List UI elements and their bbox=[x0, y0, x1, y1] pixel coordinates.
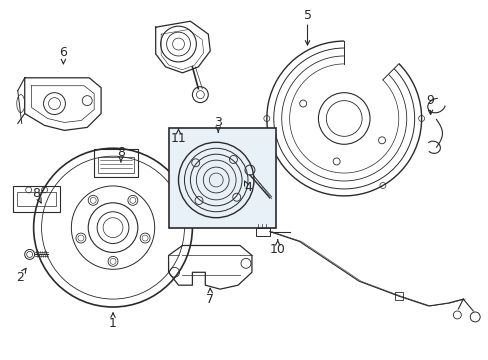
Text: 8: 8 bbox=[117, 146, 125, 159]
Text: 9: 9 bbox=[426, 94, 434, 107]
Bar bbox=[168, 129, 275, 228]
Text: 1: 1 bbox=[109, 318, 117, 330]
Text: 2: 2 bbox=[16, 271, 23, 284]
Text: 8: 8 bbox=[33, 188, 41, 201]
Bar bbox=[13, 186, 61, 212]
Text: 11: 11 bbox=[170, 132, 186, 145]
Text: 7: 7 bbox=[206, 293, 214, 306]
Bar bbox=[98, 157, 134, 173]
Bar bbox=[17, 192, 56, 206]
Text: 4: 4 bbox=[244, 181, 251, 194]
Text: 3: 3 bbox=[214, 116, 222, 129]
Text: 10: 10 bbox=[269, 243, 285, 256]
Bar bbox=[255, 228, 269, 235]
Text: 5: 5 bbox=[303, 9, 311, 22]
Text: 6: 6 bbox=[60, 46, 67, 59]
Bar bbox=[94, 149, 138, 177]
Bar bbox=[394, 292, 402, 300]
